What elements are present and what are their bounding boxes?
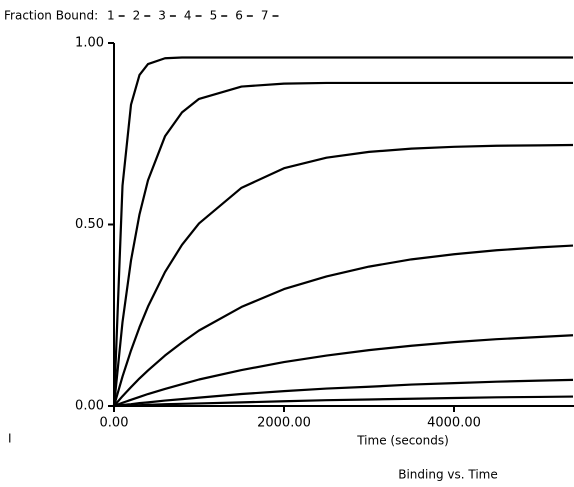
legend-label: 3 (158, 9, 166, 23)
series-line (112, 81, 573, 407)
legend-label: 1 (107, 9, 115, 23)
series-line (113, 395, 574, 408)
series-line (113, 244, 574, 407)
legend-title: Fraction Bound: (4, 9, 98, 23)
legend-label: 6 (235, 9, 243, 23)
x-axis-label: Time (seconds) (356, 434, 449, 448)
series-line (113, 378, 574, 408)
legend-label: 4 (184, 9, 192, 23)
series-line (112, 143, 574, 407)
legend-label: 2 (133, 9, 141, 23)
x-tick-label: 2000.00 (257, 416, 311, 431)
y-tick-label: 1.00 (75, 36, 104, 51)
caption: Binding vs. Time (398, 468, 498, 482)
y-tick-label: 0.50 (75, 217, 104, 232)
series-line (113, 334, 574, 408)
annotation: I (8, 432, 12, 446)
x-tick-label: 0.00 (100, 416, 129, 431)
series-line (112, 56, 573, 407)
x-tick-label: 4000.00 (427, 416, 481, 431)
y-tick-label: 0.00 (75, 399, 104, 414)
legend-label: 5 (210, 9, 218, 23)
legend-label: 7 (261, 9, 269, 23)
